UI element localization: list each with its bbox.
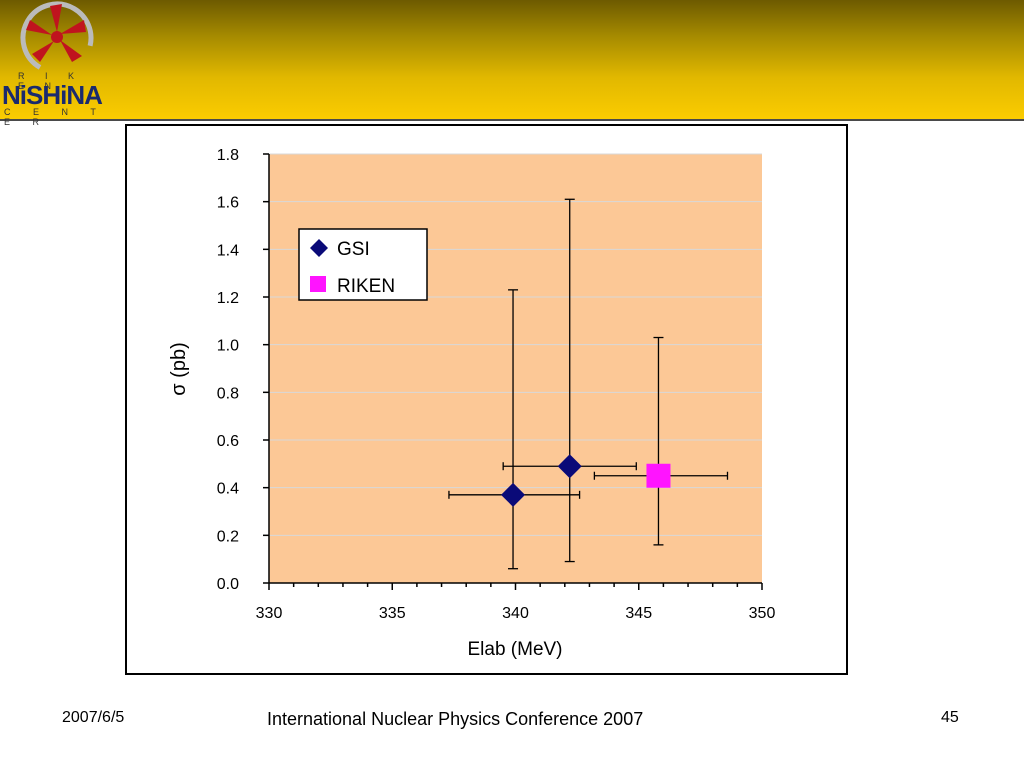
chart-frame: 0.0 0.2 0.4 0.6 0.8 1.0 1.2 1.4 1.6 1.8 330 335 340 3…: [125, 124, 848, 675]
plot-area: [269, 154, 762, 583]
axis-ticks: 0.0 0.2 0.4 0.6 0.8 1.0 1.2 1.4 1.6 1.8 330 335 340 3…: [217, 147, 776, 622]
footer-title: International Nuclear Physics Conference…: [267, 709, 644, 729]
y-tick-label: 0.2: [217, 528, 239, 545]
header-band: R I K E N NiSHiNA C E N T E R: [0, 0, 1024, 127]
legend-gsi-marker: [310, 239, 328, 257]
riken-nishina-logo: R I K E N NiSHiNA C E N T E R: [0, 0, 120, 127]
y-axis-label: σ (pb): [168, 342, 190, 395]
cross-section-chart: 0.0 0.2 0.4 0.6 0.8 1.0 1.2 1.4 1.6 1.8 330 335 340 3…: [168, 147, 776, 660]
x-axis-label: Elab (MeV): [467, 639, 562, 660]
y-tick-label: 0.4: [217, 481, 239, 498]
legend: GSI RIKEN: [298, 228, 428, 301]
y-tick-label: 0.6: [217, 433, 239, 450]
x-tick-label: 350: [749, 605, 776, 622]
y-tick-label: 1.6: [217, 195, 239, 212]
legend-riken-label: RIKEN: [337, 276, 395, 297]
x-tick-label: 335: [379, 605, 406, 622]
legend-gsi-label: GSI: [337, 239, 370, 260]
legend-riken-marker: [310, 276, 326, 292]
y-tick-label: 1.2: [217, 290, 239, 307]
logo-main-text: NiSHiNA: [2, 80, 103, 110]
y-tick-label: 0.0: [217, 576, 239, 593]
nishina-star-icon: [20, 1, 94, 75]
logo-bottom-text: C E N T E R: [4, 107, 106, 127]
x-tick-label: 330: [256, 605, 283, 622]
x-tick-label: 345: [625, 605, 652, 622]
y-tick-label: 1.0: [217, 338, 239, 355]
x-tick-label: 340: [502, 605, 529, 622]
footer-date: 2007/6/5: [62, 709, 125, 726]
y-tick-label: 0.8: [217, 385, 239, 402]
gsi-data-point: [557, 454, 582, 479]
riken-data-point: [646, 463, 671, 488]
data-markers: [501, 454, 671, 507]
y-tick-label: 1.4: [217, 242, 239, 259]
y-tick-label: 1.8: [217, 147, 239, 164]
page-number: 45: [941, 709, 959, 726]
logo-top-text: R I K E N: [18, 71, 84, 91]
gsi-data-point: [501, 482, 526, 507]
